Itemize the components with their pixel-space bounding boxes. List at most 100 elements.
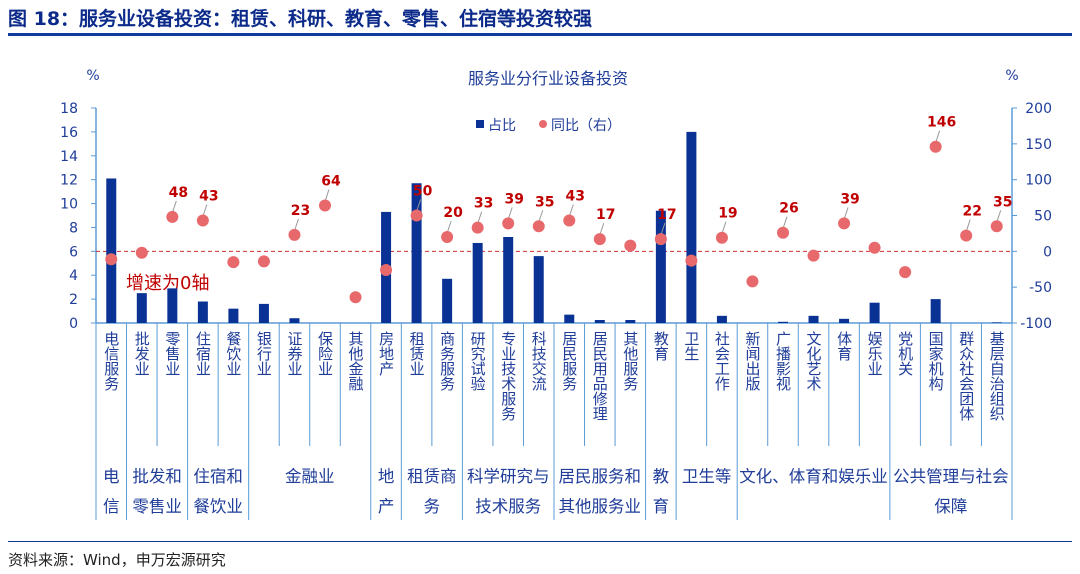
left-tick-label: 4	[69, 268, 78, 284]
dot-其他金融	[349, 291, 362, 304]
dot-教育	[654, 233, 667, 246]
data-label: 23	[291, 203, 310, 219]
bar-社会工作	[716, 315, 727, 323]
category-label: 保险业	[316, 331, 334, 376]
data-label: 64	[321, 173, 341, 189]
data-label: 22	[962, 204, 981, 220]
data-label: 50	[413, 184, 433, 200]
data-label: 39	[840, 191, 859, 207]
category-label: 餐饮业	[224, 331, 242, 376]
legend-dot-label: 同比（右）	[551, 118, 621, 134]
bar-国家机构	[930, 299, 941, 323]
data-label-leader	[965, 219, 971, 232]
category-label: 居民用品修理	[591, 331, 609, 421]
data-label: 146	[927, 115, 956, 131]
data-label: 19	[718, 206, 737, 222]
category-label: 其他金融	[347, 331, 365, 391]
data-label: 20	[443, 205, 463, 221]
dot-房地产	[380, 263, 393, 276]
category-label: 党机关	[896, 331, 914, 376]
dot-租赁业	[410, 209, 423, 222]
bar-研究试验	[472, 242, 483, 323]
bar-零售业	[167, 288, 178, 323]
group-label: 公共管理与社会保障	[893, 467, 1009, 516]
data-label-leader	[538, 210, 544, 223]
right-tick-label: 200	[1025, 101, 1052, 117]
category-label: 基层自治组织	[988, 331, 1006, 421]
category-label: 群众社会团体	[957, 331, 975, 421]
bar-体育	[839, 318, 850, 323]
left-tick-label: 18	[60, 101, 78, 117]
bar-餐饮业	[228, 308, 239, 323]
legend-bar-swatch	[476, 120, 484, 128]
title-rule	[8, 33, 1072, 36]
group-label: 居民服务和其他服务业	[558, 467, 642, 516]
bar-娱乐业	[869, 302, 880, 323]
category-label: 银行业	[255, 331, 273, 376]
zero-line-annotation: 增速为0轴	[126, 273, 209, 294]
group-label: 住宿和餐饮业	[193, 467, 243, 516]
right-tick-label: 150	[1025, 137, 1052, 153]
right-tick-label: -100	[1020, 316, 1052, 332]
dot-新闻出版	[746, 275, 759, 288]
category-label: 专业技术服务	[499, 331, 517, 422]
left-tick-label: 6	[69, 244, 78, 260]
bar-银行业	[258, 303, 269, 323]
bar-教育	[655, 210, 666, 323]
left-tick-label: 2	[69, 292, 78, 308]
data-label: 39	[504, 191, 523, 207]
dot-餐饮业	[227, 256, 240, 269]
dot-科技交流	[532, 220, 545, 233]
data-label-leader	[446, 220, 452, 234]
bar-电信服务	[106, 178, 117, 323]
data-label: 17	[657, 207, 676, 223]
group-label: 科学研究与技术服务	[466, 467, 550, 516]
data-label-leader	[599, 222, 605, 236]
dot-批发业	[135, 246, 148, 259]
bar-居民服务	[564, 314, 575, 323]
category-label: 文化艺术	[805, 331, 823, 391]
data-label-leader	[843, 207, 849, 220]
category-label: 其他服务	[621, 331, 639, 392]
category-label: 房地产	[377, 331, 395, 376]
right-tick-label: 50	[1034, 209, 1052, 225]
dot-广播影视	[777, 226, 789, 239]
left-tick-label: 12	[60, 173, 78, 189]
dot-证券业	[288, 228, 301, 241]
left-tick-label: 0	[69, 316, 78, 332]
data-label: 48	[169, 185, 188, 201]
dot-党机关	[899, 266, 912, 279]
data-label-leader	[477, 211, 483, 224]
dot-电信服务	[105, 253, 118, 266]
group-label: 文化、体育和娱乐业	[739, 467, 888, 486]
category-label: 科技交流	[530, 331, 548, 392]
dot-社会工作	[715, 231, 728, 244]
dot-群众社会团体	[960, 229, 973, 242]
left-tick-label: 8	[69, 220, 78, 236]
dot-基层自治组织	[990, 220, 1003, 233]
bar-证券业	[289, 318, 300, 323]
category-label: 批发业	[133, 331, 151, 376]
data-label-leader	[996, 210, 1002, 223]
bar-批发业	[136, 293, 147, 323]
category-label: 住宿业	[194, 331, 212, 376]
category-label: 体育	[835, 331, 853, 361]
group-label: 金融业	[284, 467, 335, 486]
group-label: 教育	[652, 467, 670, 516]
legend-bar-label: 占比	[488, 118, 516, 134]
data-label-leader	[202, 204, 208, 217]
dot-国家机构	[929, 140, 942, 153]
bar-广播影视	[778, 321, 788, 323]
data-label: 43	[199, 189, 218, 205]
category-label: 居民服务	[560, 331, 578, 392]
figure-title: 图 18：服务业设备投资：租赁、科研、教育、零售、住宿等投资较强	[8, 8, 593, 30]
data-label: 43	[566, 189, 585, 205]
category-label: 商务服务	[438, 331, 456, 392]
category-label: 教育	[652, 331, 670, 361]
right-axis-unit: %	[1005, 68, 1018, 84]
bar-其他服务	[625, 320, 636, 323]
group-label: 租赁商务	[407, 467, 457, 516]
group-label: 电信	[103, 467, 120, 516]
dot-住宿业	[196, 214, 209, 227]
category-label: 零售业	[163, 331, 181, 376]
